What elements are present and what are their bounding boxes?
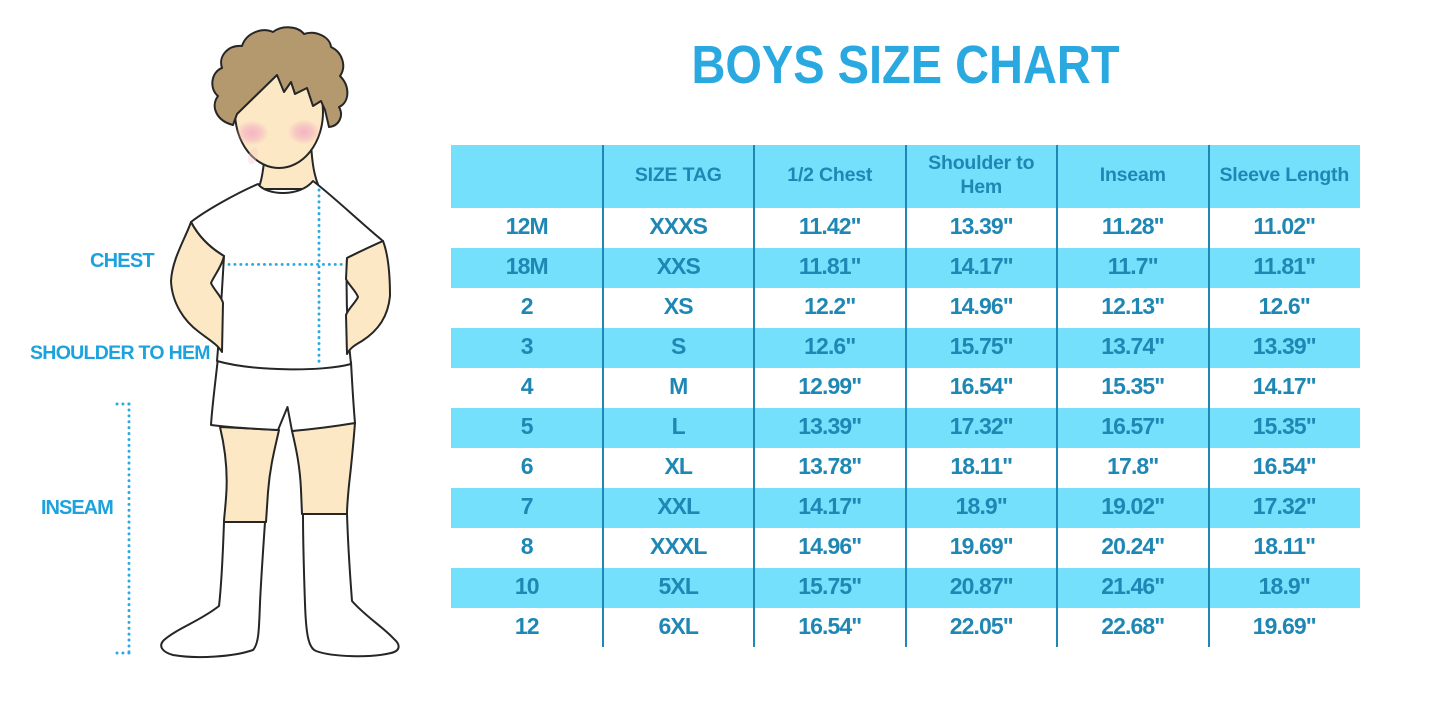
- svg-text:CHEST: CHEST: [90, 250, 154, 272]
- svg-text:SHOULDER TO HEM: SHOULDER TO HEM: [30, 342, 210, 364]
- svg-text:INSEAM: INSEAM: [41, 497, 113, 519]
